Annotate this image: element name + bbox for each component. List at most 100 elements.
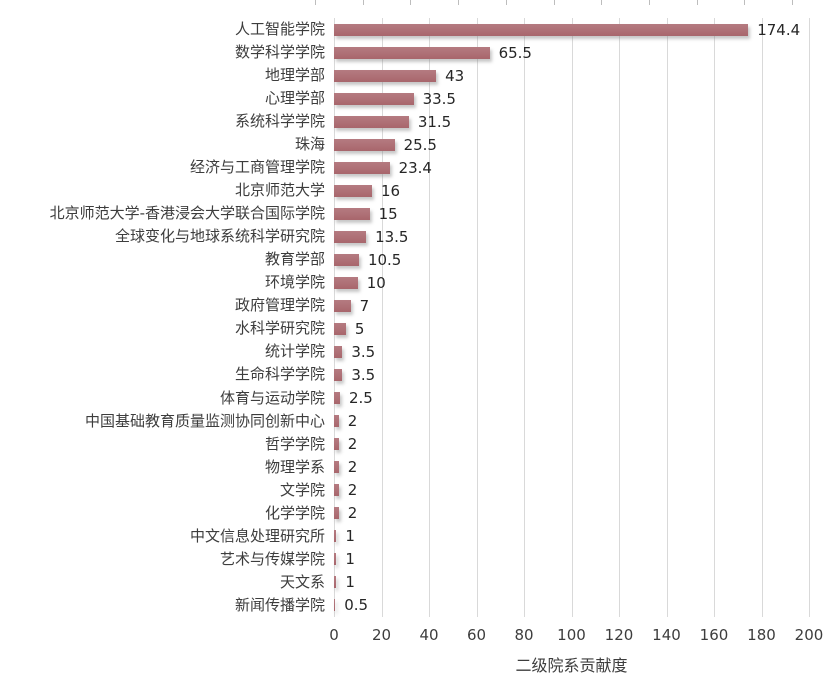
value-label: 2 (347, 504, 358, 523)
value-label: 23.4 (398, 158, 432, 177)
bar (334, 438, 339, 451)
gridline (619, 18, 620, 617)
category-label: 化学学院 (264, 503, 325, 522)
x-axis-tick-label: 160 (699, 626, 729, 644)
value-label: 33.5 (422, 89, 456, 108)
bar-track: 7 (334, 294, 809, 317)
bar-track: 174.4 (334, 18, 809, 41)
value-label: 2 (347, 458, 358, 477)
bar-track: 0.5 (334, 594, 809, 617)
x-axis-tick-label: 200 (794, 626, 824, 644)
category-label: 北京师范大学 (234, 181, 325, 200)
category-label: 中国基础教育质量监测协同创新中心 (84, 411, 325, 430)
top-tick-mark (648, 0, 650, 5)
bar-track: 2 (334, 433, 809, 456)
x-axis-tick-label: 40 (419, 626, 439, 644)
value-label: 43 (445, 66, 465, 85)
bar-track: 10.5 (334, 248, 809, 271)
category-label: 新闻传播学院 (234, 595, 325, 614)
value-label: 174.4 (757, 20, 801, 39)
value-label: 3.5 (351, 365, 376, 384)
bar-row: 经济与工商管理学院 23.4 (0, 156, 827, 179)
bar (334, 276, 358, 289)
value-label: 16 (381, 181, 401, 200)
value-label: 10 (366, 273, 386, 292)
x-axis-tick-label: 20 (371, 626, 392, 644)
category-label: 地理学部 (264, 66, 325, 85)
bar-track: 10 (334, 271, 809, 294)
gridline (476, 18, 478, 617)
value-label: 2.5 (348, 389, 373, 408)
value-label: 7 (359, 296, 370, 315)
value-label: 1 (345, 527, 355, 546)
bar (334, 115, 409, 128)
value-label: 1 (345, 550, 355, 569)
bar (334, 207, 370, 220)
category-label: 系统科学学院 (234, 112, 325, 131)
top-tick-mark (315, 0, 316, 5)
gridline (761, 18, 763, 617)
bar-rows: 人工智能学院 174.4 数学科学学院 65.5 地理学部 43 心理学部 33.5 系统科学学… (0, 18, 827, 617)
category-label: 哲学学院 (264, 434, 325, 453)
category-label: 教育学部 (264, 250, 325, 269)
category-label: 天文系 (279, 572, 325, 591)
bar-row: 新闻传播学院 0.5 (0, 594, 827, 617)
bar (334, 92, 414, 105)
bar (334, 368, 343, 381)
bar-track: 31.5 (334, 110, 809, 133)
bar-row: 系统科学学院 31.5 (0, 110, 827, 133)
bar-track: 2 (334, 502, 809, 525)
value-label: 1 (345, 573, 355, 592)
gridline (524, 18, 525, 617)
value-label: 15 (378, 204, 398, 223)
bar-track: 5 (334, 317, 809, 340)
bar-row: 化学学院 2 (0, 502, 827, 525)
category-label: 经济与工商管理学院 (189, 158, 325, 177)
bar-row: 哲学学院 2 (0, 433, 827, 456)
bar-row: 教育学部 10.5 (0, 248, 827, 271)
category-label: 艺术与传媒学院 (219, 549, 325, 568)
bar (334, 230, 367, 243)
top-tick-mark (696, 0, 698, 5)
value-label: 65.5 (498, 43, 532, 62)
bar-track: 2 (334, 410, 809, 433)
value-label: 10.5 (367, 250, 402, 269)
bar (334, 415, 339, 428)
bar (334, 138, 395, 151)
top-tick-mark (410, 0, 412, 5)
bar (334, 461, 339, 474)
category-label: 环境学院 (264, 273, 325, 292)
category-label: 文学院 (279, 480, 325, 499)
bar (334, 299, 351, 312)
bar (334, 507, 339, 520)
x-axis-tick-label: 120 (604, 626, 634, 644)
bar-row: 珠海 25.5 (0, 133, 827, 156)
bar-row: 心理学部 33.5 (0, 87, 827, 110)
bar (334, 392, 340, 405)
bar-row: 文学院 2 (0, 479, 827, 502)
bar-row: 北京师范大学 16 (0, 179, 827, 202)
bar (334, 184, 372, 197)
value-label: 2 (347, 435, 358, 454)
top-tick-mark (601, 0, 603, 5)
x-axis-tick-label: 100 (557, 626, 586, 644)
value-label: 25.5 (403, 135, 437, 154)
category-label: 珠海 (294, 135, 325, 154)
bar-track: 25.5 (334, 133, 809, 156)
value-label: 0.5 (344, 596, 369, 615)
bar (334, 576, 337, 589)
bar-row: 中文信息处理研究所 1 (0, 525, 827, 548)
gridline (571, 18, 573, 617)
bar-track: 2.5 (334, 387, 809, 410)
value-label: 5 (354, 319, 365, 338)
bar-row: 北京师范大学-香港浸会大学联合国际学院 15 (0, 202, 827, 225)
bar-track: 43 (334, 64, 809, 87)
bar (334, 484, 339, 497)
bar (334, 345, 343, 358)
category-label: 中文信息处理研究所 (189, 526, 325, 545)
bar (334, 599, 336, 612)
x-axis-tick-label: 140 (652, 626, 681, 644)
category-label: 生命科学学院 (234, 365, 325, 384)
gridline (334, 18, 335, 617)
bar-track: 2 (334, 479, 809, 502)
